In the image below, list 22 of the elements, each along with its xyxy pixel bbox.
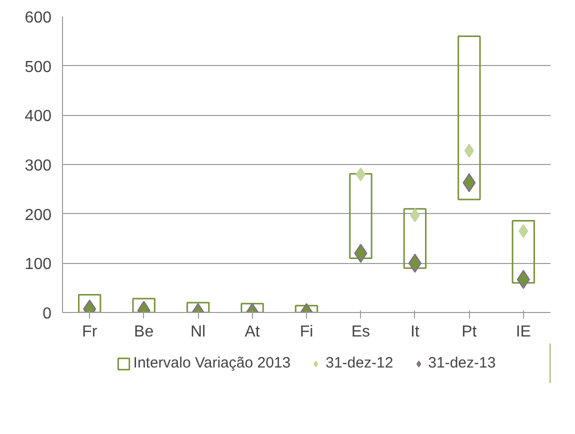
y-tick-label: 0 — [42, 306, 52, 322]
x-tick-label: Nl — [190, 324, 206, 340]
x-tick-label: At — [244, 324, 260, 340]
x-tick-label: IE — [516, 324, 531, 340]
y-tick-label: 200 — [24, 206, 52, 224]
y-tick-label: 400 — [24, 108, 52, 126]
x-tick-label: Fi — [300, 324, 314, 340]
x-tick-label: Fr — [82, 324, 98, 340]
y-tick-label: 300 — [24, 158, 52, 174]
x-tick-label: It — [410, 324, 420, 340]
legend-label: 31-dez-13 — [428, 354, 496, 372]
bar — [403, 208, 427, 269]
y-tick-label: 100 — [24, 256, 52, 274]
legend-label: Intervalo Variação 2013 — [133, 354, 291, 372]
bar — [458, 35, 481, 200]
x-tick-label: Pt — [462, 324, 478, 340]
y-tick-label: 600 — [24, 10, 52, 26]
legend-label: 31-dez-12 — [326, 354, 394, 372]
x-tick-label: Es — [351, 324, 370, 340]
bar — [349, 173, 372, 259]
y-tick-label: 500 — [24, 58, 52, 76]
x-tick-label: Be — [134, 324, 154, 340]
